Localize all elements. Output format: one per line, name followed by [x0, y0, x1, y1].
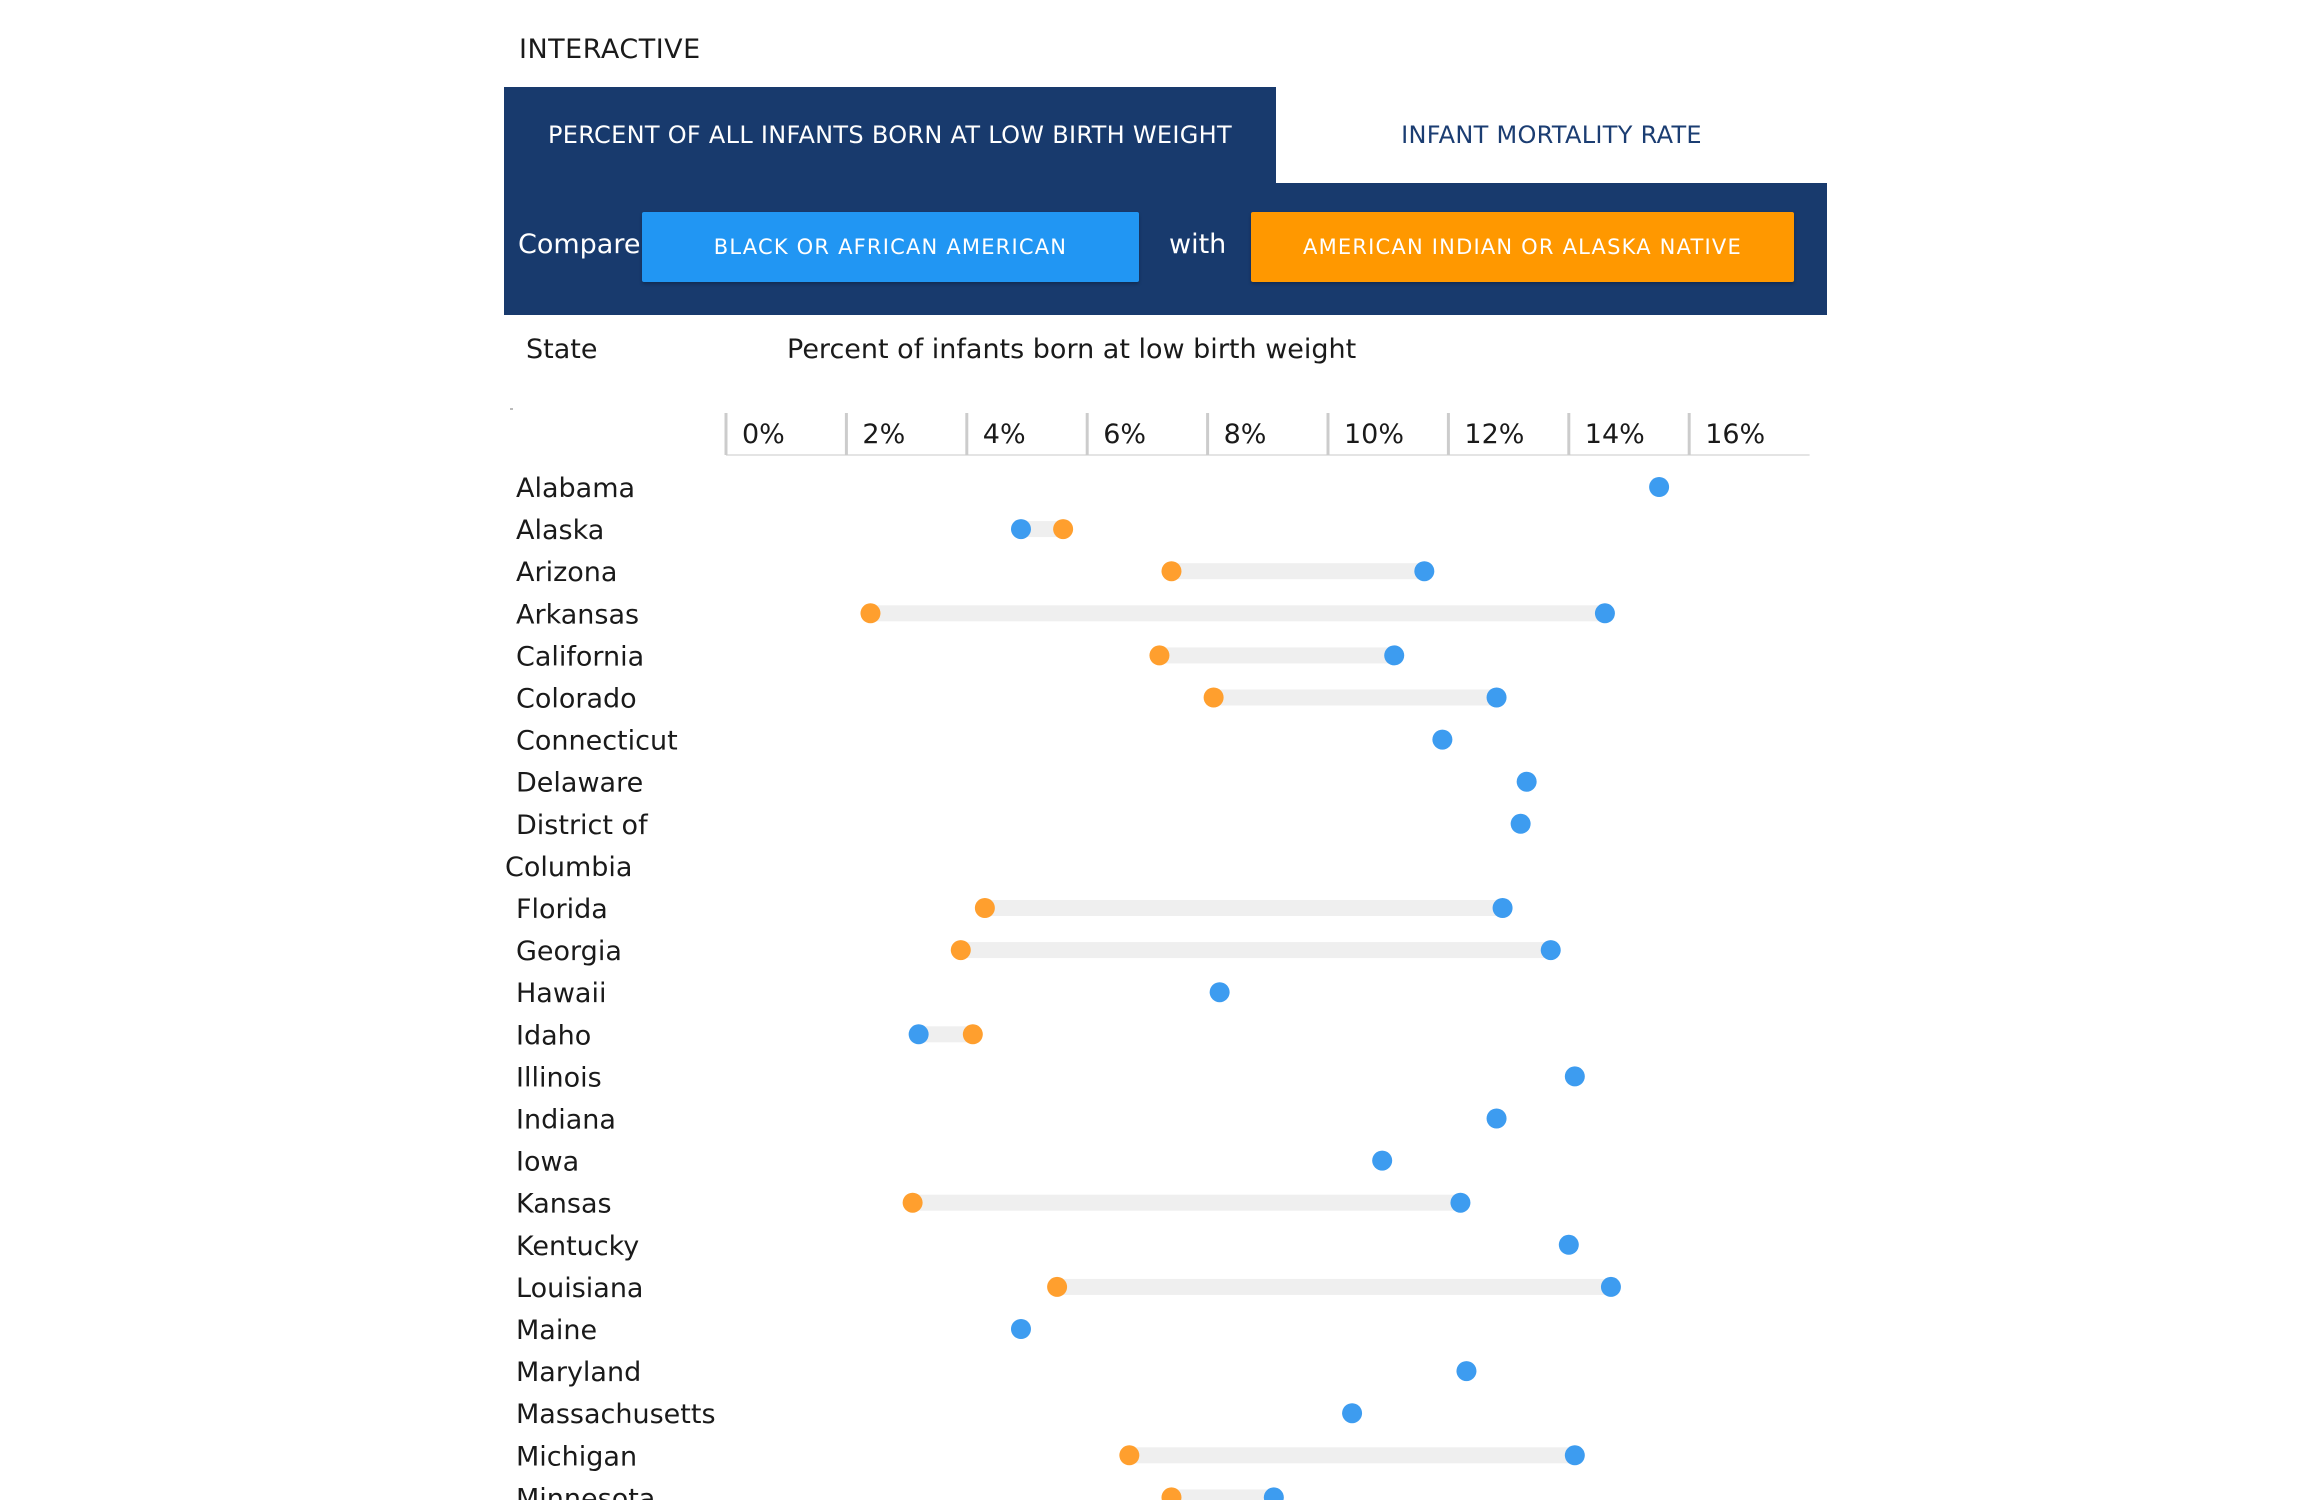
group-a-point [1600, 1276, 1621, 1297]
group-b-point [950, 940, 971, 961]
group-a-point [1450, 1192, 1471, 1213]
x-tick-label: 14% [1585, 419, 1645, 450]
group-a-point [1263, 1487, 1284, 1500]
range-connector [984, 900, 1503, 916]
state-label: Alaska [516, 515, 604, 546]
group-a-point [1384, 645, 1405, 666]
group-a-point [1492, 898, 1513, 918]
group-b-point [1053, 519, 1074, 540]
state-label: California [516, 641, 644, 672]
state-label: Kentucky [516, 1231, 639, 1262]
state-label: Illinois [516, 1062, 602, 1093]
state-label: Kansas [516, 1189, 612, 1220]
tab-infant-mortality-rate[interactable]: INFANT MORTALITY RATE [1276, 87, 1827, 183]
x-tick-label: 4% [983, 419, 1026, 450]
group-b-point [1047, 1276, 1068, 1297]
range-connector [1129, 1447, 1575, 1464]
group-a-point [1594, 603, 1615, 624]
x-tick-label: 16% [1705, 419, 1765, 450]
range-connector [1159, 647, 1395, 664]
state-label: Minnesota [516, 1483, 655, 1500]
range-connector [1057, 1278, 1611, 1295]
state-label: Georgia [516, 936, 622, 967]
state-label: Florida [516, 894, 608, 925]
group-a-point [1372, 1150, 1393, 1171]
group-a-point [1432, 729, 1453, 750]
state-label: Louisiana [516, 1273, 643, 1304]
state-label: Colorado [516, 684, 637, 715]
group-a-point [1010, 1319, 1031, 1339]
state-label: Alabama [516, 473, 635, 504]
x-tick-label: 8% [1224, 419, 1267, 450]
group-b-point [1203, 687, 1224, 708]
state-label: Delaware [516, 768, 643, 799]
group-a-point [1414, 561, 1435, 582]
group-a-point [1510, 813, 1531, 834]
x-tick-label: 0% [742, 419, 785, 450]
compare-bar: Compare BLACK OR AFRICAN AMERICAN with A… [504, 183, 1827, 315]
group-a-point [908, 1024, 929, 1045]
state-label: Indiana [516, 1105, 616, 1136]
metric-column-header: Percent of infants born at low birth wei… [787, 334, 1357, 365]
group-a-point [1516, 771, 1537, 792]
tab-low-birth-weight[interactable]: PERCENT OF ALL INFANTS BORN AT LOW BIRTH… [504, 87, 1276, 183]
group-b-point [1149, 645, 1170, 666]
x-tick-label: 10% [1344, 419, 1404, 450]
group-a-point [1486, 687, 1507, 708]
group-a-point [1564, 1445, 1585, 1466]
state-label: Arizona [516, 557, 617, 588]
state-label: Iowa [516, 1147, 579, 1178]
group-a-point [1486, 1108, 1507, 1129]
group-b-point [860, 603, 881, 624]
state-label: Columbia [505, 852, 632, 883]
group-b-point [1119, 1445, 1140, 1466]
range-connector [1020, 521, 1064, 538]
state-label: Arkansas [516, 599, 639, 630]
group-a-point [1342, 1403, 1363, 1424]
x-tick-label: 12% [1464, 419, 1524, 450]
x-tick-label: 6% [1103, 419, 1146, 450]
range-connector [1213, 689, 1497, 706]
compare-label: Compare [518, 229, 641, 260]
state-label: Connecticut [516, 726, 678, 757]
group-a-point [1010, 519, 1031, 540]
with-label: with [1169, 229, 1227, 260]
state-label: Idaho [516, 1020, 591, 1051]
group-b-point [962, 1024, 983, 1045]
section-label: INTERACTIVE [519, 34, 701, 65]
group-b-point [1161, 1487, 1182, 1500]
state-label: Massachusetts [516, 1399, 716, 1430]
state-label: Maryland [516, 1357, 641, 1388]
group-a-point [1649, 477, 1670, 497]
group-a-point [1209, 982, 1230, 1003]
x-tick-label: 2% [862, 419, 905, 450]
group-a-button[interactable]: BLACK OR AFRICAN AMERICAN [642, 212, 1139, 282]
state-label: District of [516, 810, 649, 841]
state-column-header: State [526, 334, 598, 365]
state-label: Maine [516, 1315, 597, 1346]
group-a-point [1540, 940, 1561, 961]
group-b-button[interactable]: AMERICAN INDIAN OR ALASKA NATIVE [1251, 212, 1794, 282]
metric-tabs: PERCENT OF ALL INFANTS BORN AT LOW BIRTH… [504, 87, 1827, 183]
state-label: Hawaii [516, 978, 606, 1009]
group-a-point [1456, 1361, 1477, 1382]
group-b-point [1161, 561, 1182, 582]
range-connector [912, 1194, 1461, 1211]
range-connector [918, 1026, 973, 1043]
range-connector [1171, 563, 1425, 580]
group-a-point [1564, 1066, 1585, 1087]
group-a-point [1558, 1234, 1579, 1255]
group-b-point [902, 1192, 923, 1213]
stray-mark [510, 408, 513, 410]
range-connector [960, 942, 1551, 959]
state-label: Michigan [516, 1441, 637, 1472]
range-connector [870, 605, 1605, 622]
range-connector [1171, 1489, 1274, 1500]
group-b-point [974, 898, 995, 918]
